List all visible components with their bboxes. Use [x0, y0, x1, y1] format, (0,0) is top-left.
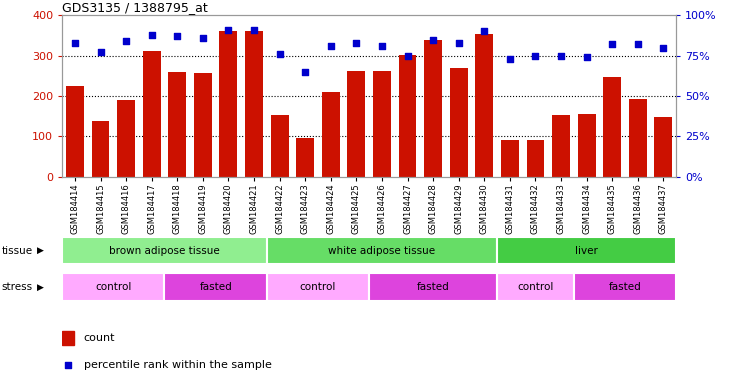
- Bar: [654, 117, 673, 177]
- Bar: [424, 40, 442, 177]
- Point: [427, 36, 439, 43]
- Text: control: control: [300, 282, 336, 292]
- Point: [273, 51, 285, 57]
- Point: [62, 362, 74, 368]
- Bar: [552, 115, 570, 177]
- Text: count: count: [83, 333, 115, 343]
- Bar: [168, 72, 186, 177]
- Point: [69, 40, 81, 46]
- Bar: [629, 99, 647, 177]
- Bar: [475, 33, 493, 177]
- Text: stress: stress: [1, 282, 33, 292]
- Text: GDS3135 / 1388795_at: GDS3135 / 1388795_at: [62, 1, 208, 14]
- Bar: [398, 55, 417, 177]
- Bar: [497, 237, 676, 265]
- Bar: [296, 138, 314, 177]
- Point: [453, 40, 465, 46]
- Bar: [270, 115, 289, 177]
- Point: [222, 27, 234, 33]
- Point: [658, 45, 670, 51]
- Text: brown adipose tissue: brown adipose tissue: [109, 245, 220, 256]
- Text: percentile rank within the sample: percentile rank within the sample: [83, 360, 271, 370]
- Text: white adipose tissue: white adipose tissue: [328, 245, 436, 256]
- Bar: [603, 77, 621, 177]
- Bar: [267, 273, 369, 301]
- Point: [171, 33, 183, 40]
- Point: [606, 41, 618, 48]
- Text: tissue: tissue: [1, 245, 33, 256]
- Bar: [117, 100, 135, 177]
- Point: [145, 31, 158, 38]
- Point: [504, 56, 516, 62]
- Text: control: control: [518, 282, 553, 292]
- Bar: [194, 73, 212, 177]
- Bar: [497, 273, 574, 301]
- Bar: [267, 237, 497, 265]
- Point: [402, 53, 414, 59]
- Point: [581, 54, 593, 60]
- Point: [325, 43, 336, 49]
- Text: ▶: ▶: [37, 283, 44, 291]
- Bar: [369, 273, 497, 301]
- Point: [95, 50, 107, 56]
- Text: control: control: [95, 282, 132, 292]
- Bar: [577, 114, 596, 177]
- Bar: [219, 31, 238, 177]
- Point: [197, 35, 209, 41]
- Point: [632, 41, 644, 48]
- Text: fasted: fasted: [200, 282, 232, 292]
- Bar: [574, 273, 676, 301]
- Bar: [501, 140, 519, 177]
- Text: fasted: fasted: [609, 282, 641, 292]
- Point: [376, 43, 387, 49]
- Bar: [450, 68, 468, 177]
- Point: [351, 40, 363, 46]
- Text: ▶: ▶: [37, 246, 44, 255]
- Point: [300, 69, 311, 75]
- Bar: [322, 92, 340, 177]
- Bar: [347, 71, 366, 177]
- Bar: [62, 273, 164, 301]
- Bar: [526, 140, 545, 177]
- Point: [478, 28, 490, 35]
- Text: liver: liver: [575, 245, 598, 256]
- Bar: [62, 331, 75, 345]
- Bar: [91, 121, 110, 177]
- Point: [249, 27, 260, 33]
- Bar: [66, 86, 84, 177]
- Point: [556, 53, 567, 59]
- Point: [529, 53, 541, 59]
- Bar: [143, 51, 161, 177]
- Bar: [164, 273, 267, 301]
- Bar: [62, 237, 267, 265]
- Text: fasted: fasted: [417, 282, 450, 292]
- Bar: [373, 71, 391, 177]
- Bar: [245, 31, 263, 177]
- Point: [120, 38, 132, 44]
